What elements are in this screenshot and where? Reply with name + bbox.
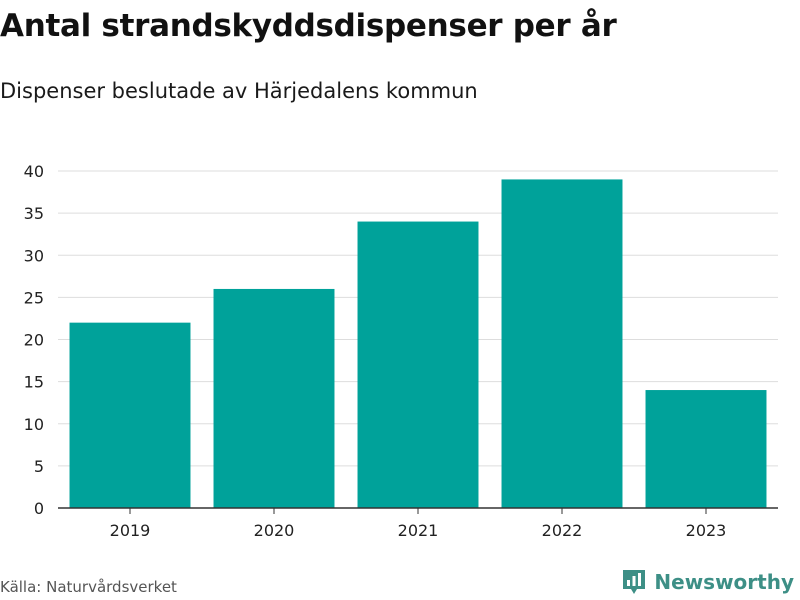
- x-tick-label: 2023: [686, 521, 727, 540]
- brand-name: Newsworthy: [654, 570, 794, 594]
- brand-logo: Newsworthy: [621, 568, 794, 596]
- bar-2023: [645, 390, 767, 508]
- y-tick-label: 25: [24, 288, 44, 307]
- bar-2019: [69, 322, 191, 508]
- y-tick-label: 35: [24, 204, 44, 223]
- y-tick-label: 15: [24, 373, 44, 392]
- x-tick-label: 2020: [254, 521, 295, 540]
- newsworthy-logo-icon: [623, 570, 646, 594]
- y-axis-ticks: 0 5 10 15 20 25 30 35 40: [24, 162, 44, 518]
- source-note: Källa: Naturvårdsverket: [0, 578, 177, 596]
- bars: [69, 179, 767, 509]
- y-tick-label: 10: [24, 415, 44, 434]
- x-tick-label: 2021: [398, 521, 439, 540]
- x-tick-label: 2019: [110, 521, 151, 540]
- x-tick-label: 2022: [542, 521, 583, 540]
- bar-2022: [501, 179, 623, 509]
- chart-title: Antal strandskyddsdispenser per år: [0, 8, 617, 44]
- y-tick-label: 40: [24, 162, 44, 181]
- y-tick-label: 30: [24, 246, 44, 265]
- bar-2020: [213, 288, 335, 508]
- y-tick-label: 5: [34, 457, 44, 476]
- x-axis: 2019 2020 2021 2022 2023: [58, 507, 778, 540]
- y-tick-label: 0: [34, 499, 44, 518]
- bar-2021: [357, 221, 479, 509]
- chart-subtitle: Dispenser beslutade av Härjedalens kommu…: [0, 79, 478, 103]
- y-tick-label: 20: [24, 331, 44, 350]
